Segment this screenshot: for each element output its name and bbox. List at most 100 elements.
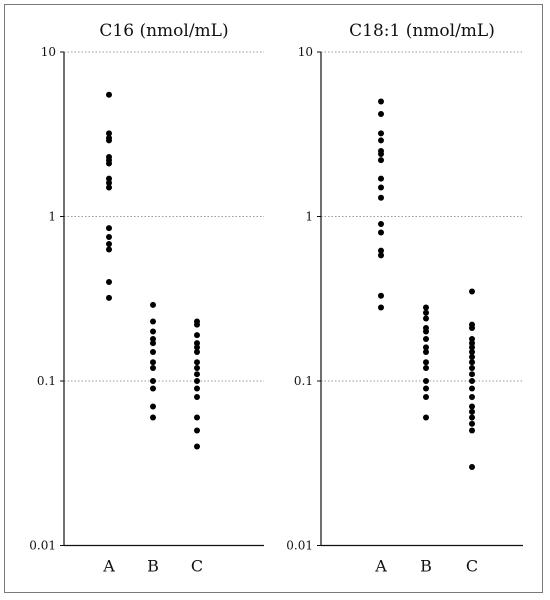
series-B: [150, 301, 156, 421]
x-category-label: C: [191, 557, 203, 576]
data-point: [106, 246, 112, 253]
y-tick-label: 10: [41, 45, 56, 59]
data-point: [469, 340, 475, 347]
data-point: [150, 414, 156, 421]
data-point: [194, 364, 200, 371]
data-point: [423, 378, 429, 384]
series-B: [423, 304, 429, 421]
data-point: [423, 359, 429, 366]
data-point: [194, 414, 200, 421]
y-tick-label: 0.1: [37, 374, 56, 388]
series-A: [378, 98, 384, 311]
data-point: [378, 304, 384, 311]
panel-title: C18:1 (nmol/mL): [349, 21, 495, 41]
series-A: [106, 91, 112, 301]
data-point: [194, 427, 200, 434]
data-point: [423, 315, 429, 322]
data-point: [469, 414, 475, 421]
data-point: [194, 385, 200, 392]
data-point: [469, 420, 475, 427]
data-point: [194, 349, 200, 356]
x-category-label: C: [466, 557, 478, 576]
data-point: [378, 130, 384, 137]
panel-title: C16 (nmol/mL): [99, 21, 228, 41]
data-point: [378, 229, 384, 236]
data-point: [106, 278, 112, 285]
data-point: [106, 175, 112, 182]
data-point: [194, 344, 200, 351]
data-point: [106, 160, 112, 167]
data-point: [469, 349, 475, 356]
data-point: [194, 443, 200, 450]
y-tick-label: 0.01: [29, 539, 56, 553]
data-point: [150, 340, 156, 347]
data-point: [194, 332, 200, 339]
data-point: [194, 340, 200, 347]
y-tick-label: 1: [305, 210, 313, 224]
data-point: [194, 359, 200, 366]
data-point: [423, 328, 429, 335]
data-point: [150, 349, 156, 356]
data-point: [378, 157, 384, 164]
y-tick-label: 0.01: [286, 539, 313, 553]
y-tick-label: 10: [298, 45, 313, 59]
data-point: [378, 110, 384, 117]
data-point: [150, 301, 156, 308]
data-point: [423, 349, 429, 356]
data-point: [150, 403, 156, 410]
data-point: [106, 179, 112, 186]
data-point: [106, 130, 112, 137]
data-point: [423, 309, 429, 316]
data-point: [469, 464, 475, 471]
data-point: [423, 304, 429, 311]
data-point: [378, 252, 384, 259]
x-category-label: B: [147, 557, 159, 576]
panel-1: C16 (nmol/mL) 10 1 0.1 0.01 A B C: [29, 21, 264, 576]
data-point: [469, 403, 475, 410]
data-point: [150, 378, 156, 384]
data-point: [150, 359, 156, 366]
data-point: [106, 294, 112, 301]
panel-2: C18:1 (nmol/mL) 10 1 0.1 0.01 A B C: [286, 21, 523, 576]
series-C: [469, 288, 475, 471]
data-point: [378, 98, 384, 105]
x-category-label: B: [420, 557, 432, 576]
data-point: [194, 393, 200, 400]
data-point: [106, 137, 112, 144]
data-point: [106, 241, 112, 248]
data-point: [150, 328, 156, 335]
x-category-label: A: [102, 557, 115, 576]
series-C: [194, 318, 200, 450]
data-point: [378, 292, 384, 299]
data-point: [423, 364, 429, 371]
data-point: [378, 221, 384, 228]
data-point: [423, 393, 429, 400]
data-point: [106, 91, 112, 98]
data-point: [469, 353, 475, 360]
data-point: [469, 288, 475, 295]
data-point: [423, 336, 429, 343]
data-point: [194, 321, 200, 328]
x-category-label: A: [374, 557, 387, 576]
data-point: [423, 414, 429, 421]
data-point: [469, 427, 475, 434]
data-point: [150, 385, 156, 392]
data-point: [150, 318, 156, 325]
figure-frame: C16 (nmol/mL) 10 1 0.1 0.01 A B C C18:1 (nmol/mL…: [4, 4, 543, 593]
data-point: [469, 344, 475, 351]
data-point: [150, 364, 156, 371]
data-point: [423, 385, 429, 392]
data-point: [194, 378, 200, 384]
data-point: [378, 137, 384, 144]
data-point: [469, 324, 475, 331]
data-point: [378, 194, 384, 201]
data-point: [469, 393, 475, 400]
data-point: [106, 225, 112, 232]
data-point: [469, 378, 475, 384]
data-point: [469, 371, 475, 378]
data-point: [106, 234, 112, 241]
y-tick-label: 0.1: [294, 374, 313, 388]
data-point: [469, 359, 475, 366]
data-point: [194, 371, 200, 378]
